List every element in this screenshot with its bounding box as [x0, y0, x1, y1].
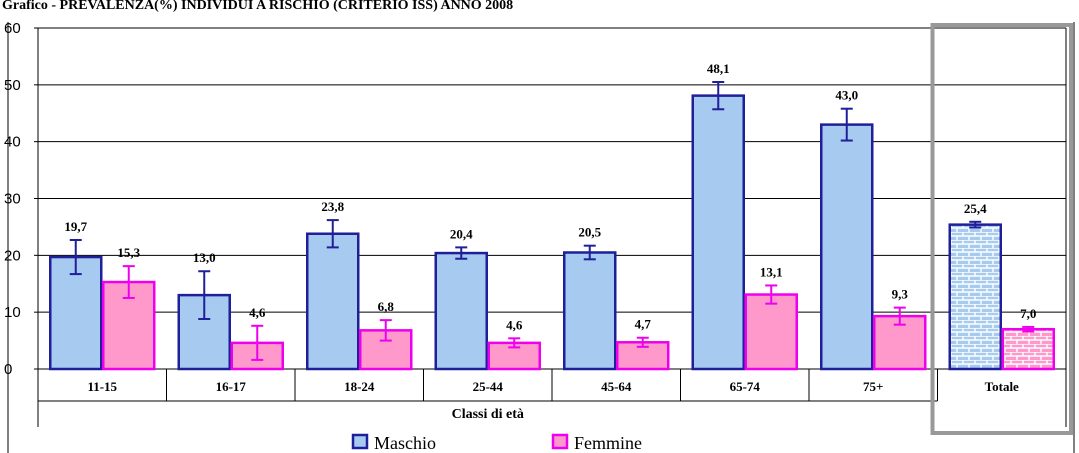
error-bar-femmine-25-44 [508, 337, 521, 349]
bar-maschio-75 [820, 123, 874, 371]
data-label-femmine-45-64: 4,7 [635, 317, 652, 332]
data-label-femmine-11-15: 15,3 [117, 245, 140, 260]
data-label-femmine-65-74: 13,1 [760, 264, 783, 279]
x-tick-label-11-15: 11-15 [87, 379, 117, 394]
legend-label-femmine: Femmine [574, 433, 642, 453]
data-label-femmine-25-44: 4,6 [506, 317, 523, 332]
legend-swatch-femmine [551, 433, 569, 450]
x-tick-label-25-44: 25-44 [473, 379, 504, 394]
highlight-box-total [930, 23, 1073, 435]
legend: Maschio Femmine [351, 433, 642, 453]
error-bar-maschio-16-17 [198, 270, 211, 320]
error-bar-maschio-25-44 [455, 246, 468, 260]
bar-maschio-totale [948, 223, 1002, 371]
axis-group: 0 10 20 30 40 50 60 11-15 16-17 18-24 25-44 45-64 65… [4, 20, 1073, 435]
y-tick-label-30: 30 [4, 191, 21, 208]
error-bar-femmine-65-74 [765, 284, 778, 305]
bar-maschio-65-74 [691, 94, 745, 371]
error-bar-femmine-11-15 [122, 265, 135, 299]
error-bar-maschio-totale [969, 220, 982, 229]
error-bar-femmine-75 [893, 306, 906, 326]
bar-femmine-65-74 [744, 293, 798, 371]
y-tick-label-50: 50 [4, 77, 21, 94]
x-tick-label-45-64: 45-64 [601, 379, 632, 394]
bar-femmine-totale [1001, 327, 1055, 371]
data-label-maschio-75: 43,0 [835, 88, 858, 103]
error-bar-maschio-11-15 [69, 238, 82, 276]
data-label-femmine-18-24: 6,8 [378, 299, 395, 314]
data-label-maschio-16-17: 13,0 [193, 250, 216, 265]
y-tick-label-60: 60 [4, 20, 21, 37]
error-bar-maschio-18-24 [326, 219, 339, 249]
bars-group: 19,7 15,3 13,0 4,6 23,8 6,8 20,4 4,6 20,5 4,7 48,1… [49, 61, 1055, 371]
x-tick-label-18-24: 18-24 [344, 379, 375, 394]
error-bar-maschio-75 [840, 107, 853, 142]
y-tick-label-0: 0 [4, 361, 12, 378]
legend-item-femmine: Femmine [551, 433, 642, 453]
x-tick-label-75: 75+ [863, 379, 883, 394]
error-bar-femmine-16-17 [251, 324, 264, 361]
data-label-maschio-totale: 25,4 [964, 201, 987, 216]
error-bar-maschio-65-74 [712, 80, 725, 111]
data-label-maschio-11-15: 19,7 [64, 219, 87, 234]
error-bar-femmine-18-24 [379, 319, 392, 342]
legend-swatch-maschio [351, 433, 369, 450]
x-tick-label-totale: Totale [985, 379, 1019, 394]
bar-femmine-16-17 [230, 341, 284, 371]
error-bar-femmine-45-64 [636, 336, 649, 348]
data-label-maschio-45-64: 20,5 [578, 225, 601, 240]
legend-label-maschio: Maschio [374, 433, 436, 453]
y-tick-label-10: 10 [4, 304, 21, 321]
error-bar-maschio-45-64 [583, 244, 596, 261]
data-label-femmine-16-17: 4,6 [249, 305, 266, 320]
y-tick-label-40: 40 [4, 134, 21, 151]
x-axis-title: Classi di età [452, 407, 524, 422]
chart-title: Grafico - PREVALENZA(%) INDIVIDUI A RISC… [2, 0, 514, 13]
x-tick-label-16-17: 16-17 [216, 379, 247, 394]
plot-frame [7, 22, 1075, 453]
x-tick-label-65-74: 65-74 [730, 379, 761, 394]
data-label-maschio-18-24: 23,8 [321, 199, 344, 214]
data-label-maschio-25-44: 20,4 [450, 226, 473, 241]
legend-item-maschio: Maschio [351, 433, 436, 453]
data-label-maschio-65-74: 48,1 [707, 61, 730, 76]
bar-maschio-45-64 [563, 251, 617, 371]
y-tick-label-20: 20 [4, 247, 21, 264]
bar-maschio-25-44 [434, 251, 488, 371]
error-bar-femmine-totale [1022, 325, 1035, 333]
bar-maschio-18-24 [306, 232, 360, 371]
data-label-femmine-75: 9,3 [892, 287, 909, 302]
data-label-femmine-totale: 7,0 [1020, 306, 1036, 321]
